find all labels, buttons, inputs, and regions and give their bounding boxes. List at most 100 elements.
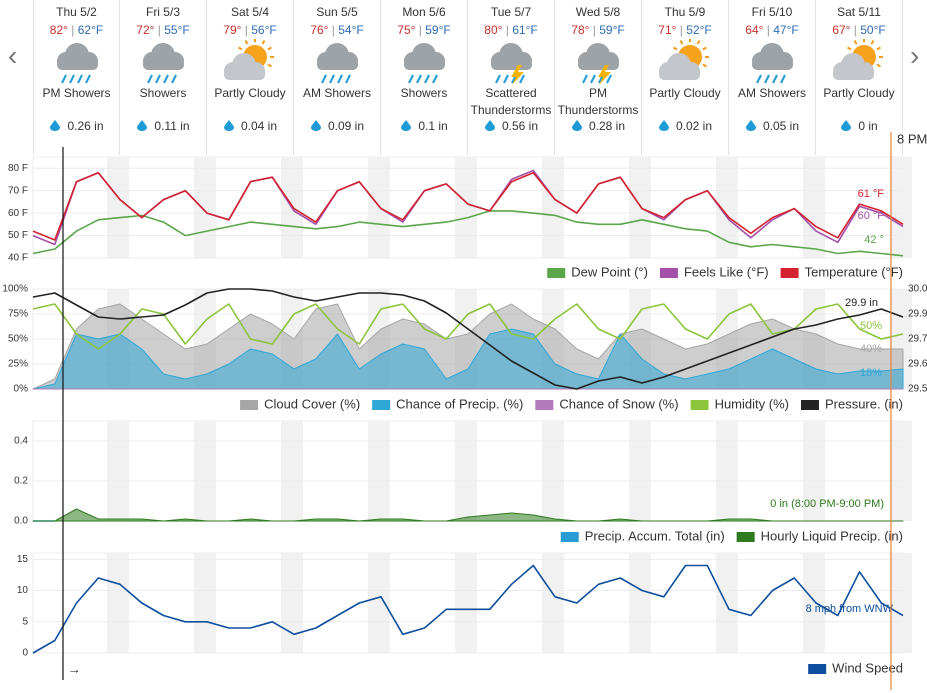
icon-part: [404, 59, 445, 70]
legend-swatch: [808, 664, 827, 674]
night-band: [280, 421, 303, 521]
y-tick-label: 0.0: [14, 516, 28, 527]
icon-part: [876, 46, 881, 51]
icon-part: [155, 74, 161, 84]
icon-part: [60, 74, 67, 84]
legend-label: Temperature (°F): [805, 264, 903, 279]
icon-part: [853, 40, 858, 45]
night-band: [367, 157, 390, 258]
icon-part: [68, 74, 75, 84]
separator: |: [502, 23, 513, 37]
day-column: Fri 5/3 72° | 55°F Showers 0.11 in: [120, 0, 207, 155]
condition: AM Showers: [737, 86, 807, 100]
precip-amount: 0.28 in: [588, 119, 626, 133]
high-temp: 67°: [832, 23, 851, 37]
weather-icon: [816, 38, 902, 85]
icon-part: [224, 69, 265, 80]
drop: [840, 119, 858, 133]
icon: [659, 38, 709, 80]
y2-tick-label: 29.7: [908, 334, 927, 345]
icon-part: [321, 74, 327, 84]
condition: Partly Cloudy: [214, 86, 286, 100]
icon-part: [658, 120, 669, 131]
night-band: [367, 553, 390, 653]
low-temp: 55°F: [164, 23, 190, 37]
temps: 76° | 54°F: [294, 23, 380, 39]
drop: [136, 119, 154, 133]
condition: Showers: [139, 86, 187, 100]
day-column: Sat 5/11 67° | 50°F Partly Cloudy 0 in: [816, 0, 903, 155]
legend-label: Pressure. (in): [825, 396, 903, 411]
y-tick-label: 50 F: [8, 230, 28, 241]
separator: |: [328, 23, 339, 37]
prev-arrow[interactable]: ‹: [8, 40, 18, 71]
separator: |: [850, 23, 861, 37]
icon-part: [261, 40, 266, 45]
night-band: [454, 157, 477, 258]
night-band: [193, 421, 216, 521]
day-column: Thu 5/2 82° | 62°F PM Showers 0.26 in: [33, 0, 120, 155]
precip: 0 in: [816, 119, 902, 137]
icon-part: [702, 46, 707, 51]
icon-part: [267, 63, 272, 68]
next-arrow[interactable]: ›: [910, 40, 920, 71]
icon-part: [752, 59, 793, 70]
icon-part: [745, 120, 756, 131]
precip-amount: 0 in: [858, 119, 878, 133]
line: [32, 564, 904, 654]
legend-swatch: [560, 532, 579, 542]
y-tick-label: 0%: [14, 384, 29, 395]
drop: [745, 119, 763, 133]
icon: [404, 43, 445, 84]
condition: Partly Cloudy: [823, 86, 895, 100]
precip-amount: 0.02 in: [675, 119, 713, 133]
line: [32, 303, 904, 350]
icon-part: [756, 74, 762, 84]
y2-tick-label: 29.5: [908, 384, 927, 395]
day-name: Fri 5/10: [751, 5, 793, 19]
y-tick-label: 75%: [8, 309, 28, 320]
night-band: [802, 157, 825, 258]
precip-amount: 0.04 in: [240, 119, 278, 133]
y-tick-label: 25%: [8, 359, 28, 370]
icon-part: [876, 63, 881, 68]
precip: 0.56 in: [468, 119, 554, 137]
legend-swatch: [690, 400, 709, 410]
icon-part: [163, 74, 169, 84]
icon-part: [606, 74, 612, 84]
day-name: Sun 5/5: [316, 5, 358, 19]
icon-part: [870, 40, 875, 45]
night-band: [889, 421, 912, 521]
low-temp: 54°F: [338, 23, 364, 37]
night-band: [802, 421, 825, 521]
high-temp: 80°: [484, 23, 503, 37]
legend-swatch: [800, 400, 819, 410]
value-label: 0 in (8:00 PM-9:00 PM): [770, 498, 884, 510]
line: [32, 171, 904, 241]
legend-label: Humidity (%): [715, 396, 789, 411]
condition: Scattered Thunderstorms: [470, 86, 552, 117]
weather-icon: [34, 39, 119, 85]
legend-label: Chance of Precip. (%): [396, 396, 523, 411]
temps: 82° | 62°F: [34, 23, 119, 39]
icon-part: [764, 74, 770, 84]
y2-tick-label: 30.0: [908, 284, 927, 295]
separator: |: [154, 23, 165, 37]
precip-amount: 0.05 in: [762, 119, 800, 133]
day-column: Wed 5/8 78° | 59°F PM Thunderstorms 0.28 in: [555, 0, 642, 155]
low-temp: 59°F: [599, 23, 625, 37]
condition: Partly Cloudy: [649, 86, 721, 100]
precip-amount: 0.11 in: [154, 119, 190, 133]
y-tick-label: 80 F: [8, 163, 28, 174]
icon-part: [491, 59, 532, 70]
icon-part: [244, 40, 249, 45]
icon-part: [673, 46, 678, 51]
temps: 64° | 47°F: [729, 23, 815, 39]
icon: [578, 43, 619, 85]
condition: PM Showers: [42, 86, 111, 100]
y2-tick-label: 29.6: [908, 359, 927, 370]
weather-icon: [381, 39, 467, 85]
icon: [224, 38, 274, 80]
night-band: [106, 421, 129, 521]
